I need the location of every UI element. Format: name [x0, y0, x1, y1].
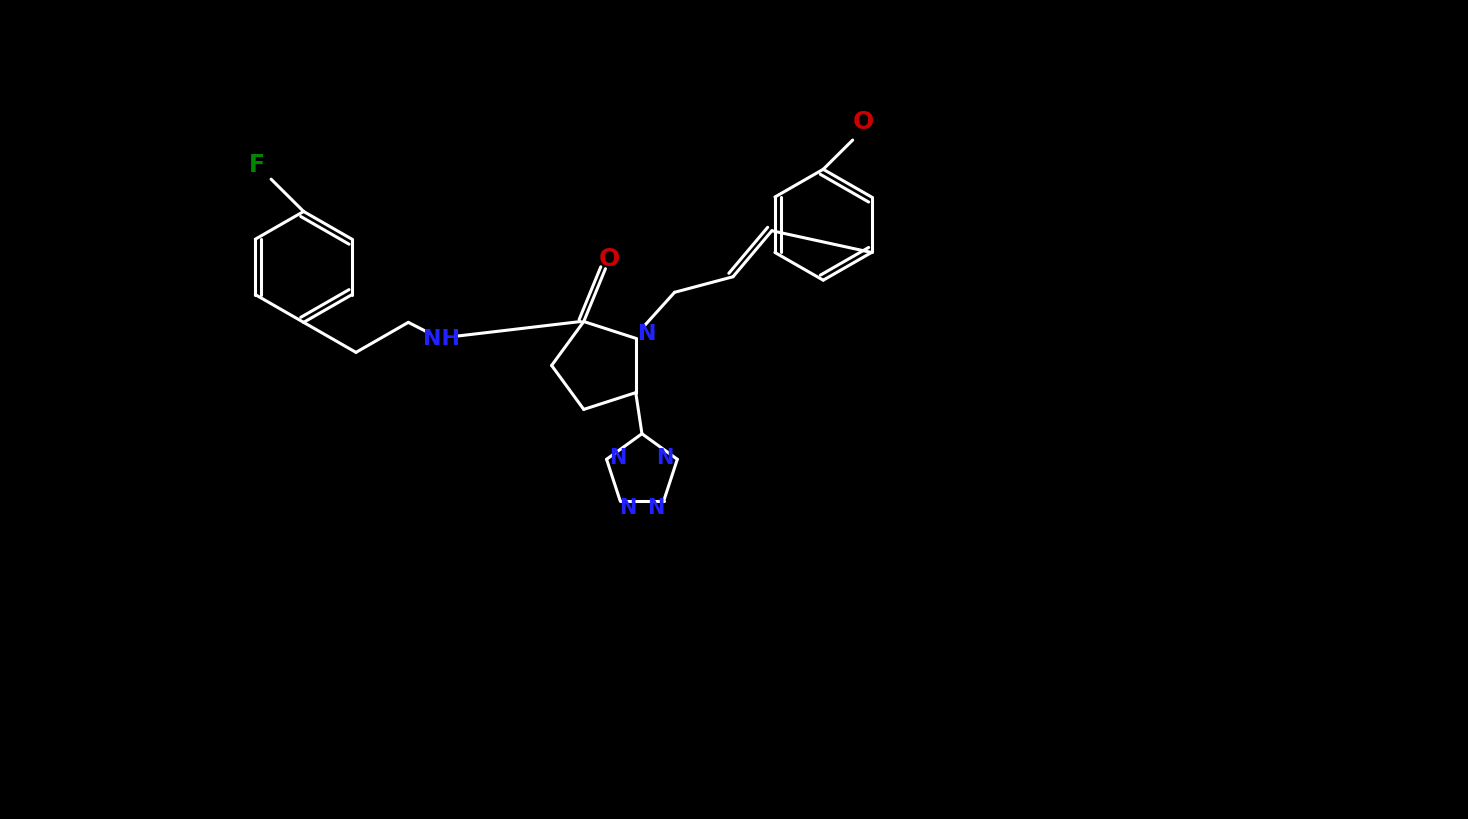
Text: NH: NH: [423, 329, 459, 349]
Text: O: O: [599, 247, 619, 271]
Text: N: N: [609, 448, 627, 468]
Text: O: O: [853, 110, 873, 133]
Text: N: N: [647, 498, 665, 518]
Text: N: N: [639, 324, 656, 345]
Text: F: F: [250, 153, 266, 177]
Text: N: N: [656, 448, 674, 468]
Text: N: N: [619, 498, 637, 518]
